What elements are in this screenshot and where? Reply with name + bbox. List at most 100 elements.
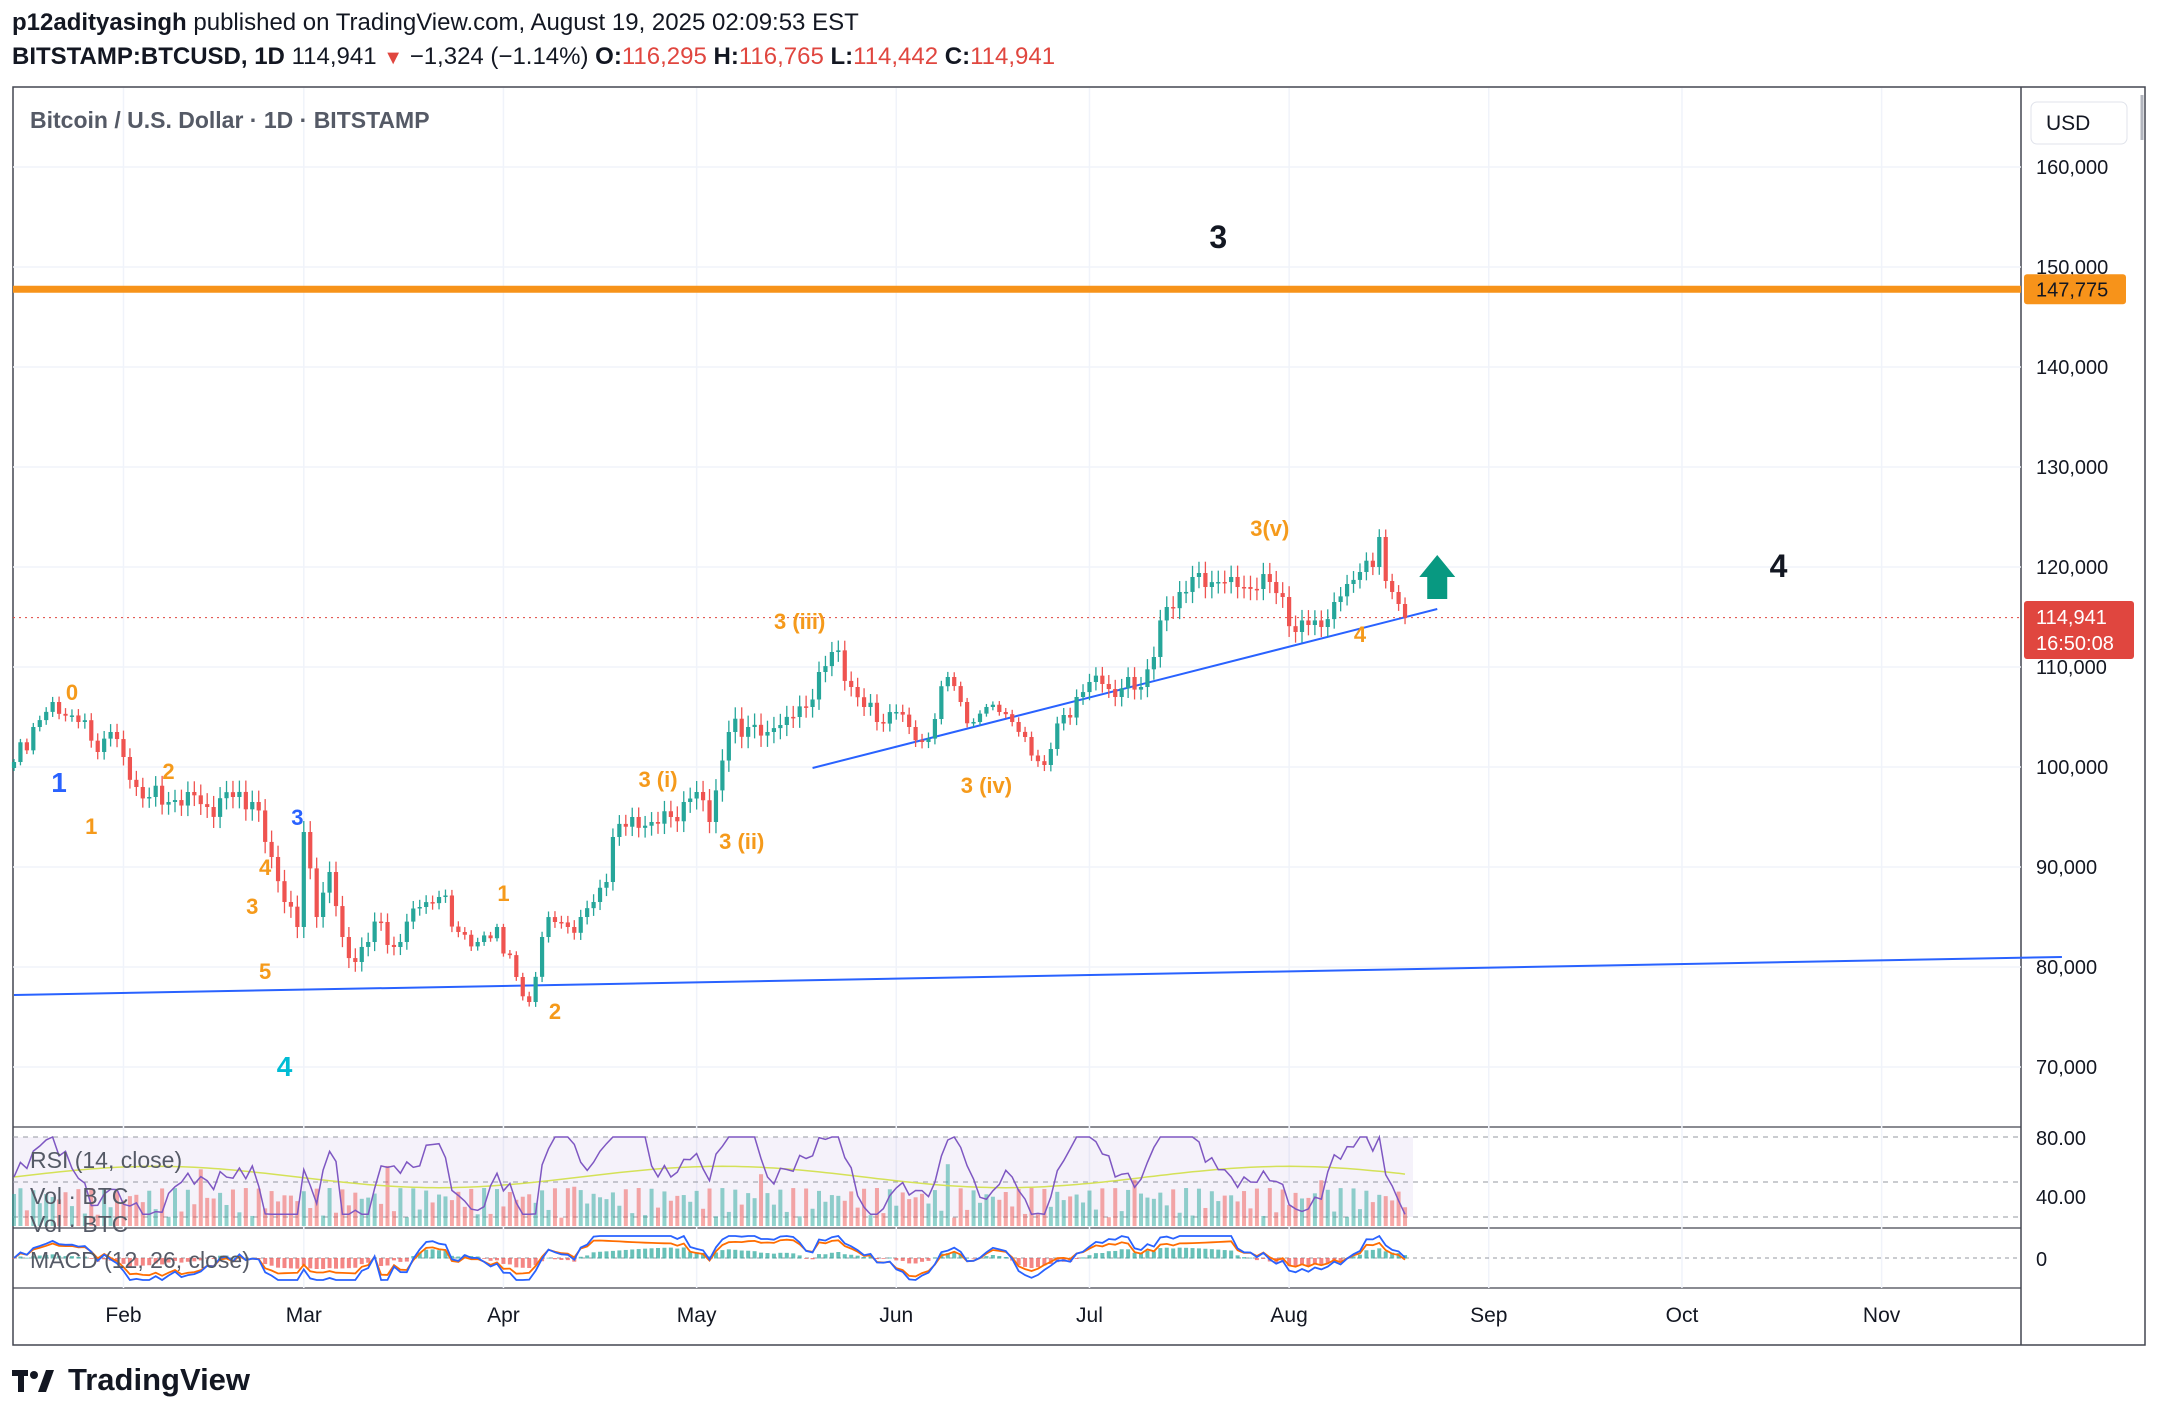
- macd-histogram-bar: [1100, 1253, 1105, 1259]
- candle-body: [1338, 596, 1343, 602]
- wave-label: 3 (ii): [719, 829, 764, 854]
- volume-bar: [1261, 1215, 1266, 1226]
- macd-histogram-bar: [1254, 1258, 1259, 1261]
- macd-histogram-bar: [823, 1254, 828, 1259]
- chart-title: Bitcoin / U.S. Dollar · 1D · BITSTAMP: [30, 107, 430, 133]
- candle-body: [449, 895, 455, 927]
- candle-body: [1022, 731, 1028, 737]
- month-tick-label: Jul: [1076, 1304, 1103, 1327]
- volume-bar: [894, 1205, 899, 1226]
- volume-bar: [301, 1191, 306, 1226]
- macd-histogram-bar: [385, 1258, 390, 1266]
- candle-body: [868, 702, 873, 707]
- volume-bar: [978, 1202, 982, 1226]
- macd-histogram-bar: [1261, 1258, 1266, 1259]
- candle-body: [424, 902, 429, 907]
- candle-body: [172, 800, 178, 802]
- candle-body: [1126, 677, 1131, 689]
- candle-body: [655, 822, 661, 824]
- candle-body: [887, 712, 892, 724]
- volume-bar: [778, 1189, 783, 1226]
- volume-bar: [1171, 1189, 1176, 1226]
- open-label: O:: [595, 43, 622, 70]
- macd-histogram-bar: [263, 1258, 268, 1265]
- macd-histogram-bar: [604, 1251, 609, 1259]
- macd-histogram-bar: [649, 1248, 654, 1259]
- macd-histogram-bar: [533, 1258, 538, 1266]
- candle-body: [102, 738, 107, 752]
- volume-bar: [572, 1186, 577, 1226]
- candle-body: [842, 650, 847, 681]
- volume-bar: [1087, 1190, 1092, 1226]
- macd-histogram-bar: [449, 1255, 454, 1259]
- candle-body: [1344, 584, 1350, 597]
- macd-histogram-bar: [443, 1250, 448, 1259]
- candle-body: [649, 822, 654, 826]
- candle-body: [1106, 684, 1111, 690]
- macd-histogram-bar: [1087, 1255, 1092, 1259]
- footer: TradingView: [12, 1362, 250, 1398]
- macd-histogram-bar: [630, 1249, 635, 1259]
- macd-histogram-bar: [1113, 1250, 1118, 1259]
- rsi-tick-80: 80.00: [2036, 1128, 2086, 1150]
- candle-body: [932, 719, 938, 739]
- candle-body: [462, 932, 467, 935]
- volume-bar: [643, 1215, 648, 1226]
- candle-body: [308, 832, 313, 869]
- volume-bar: [205, 1197, 210, 1226]
- volume-bar: [82, 1213, 87, 1226]
- volume-bar: [971, 1190, 976, 1226]
- month-tick-label: Sep: [1470, 1304, 1507, 1327]
- volume-bar: [1139, 1193, 1143, 1226]
- macd-line: [13, 1234, 1406, 1282]
- volume-bar: [379, 1203, 384, 1226]
- resistance-price-label: 147,775: [2036, 279, 2108, 301]
- macd-histogram-bar: [327, 1258, 332, 1269]
- wave-label: 2: [162, 759, 174, 784]
- volume-bar: [256, 1188, 261, 1226]
- candle-body: [591, 902, 596, 909]
- volume-bar: [514, 1199, 519, 1226]
- candle-body: [778, 725, 783, 729]
- volume-bar: [1132, 1179, 1137, 1226]
- macd-histogram-bar: [514, 1258, 519, 1268]
- candle-body: [1074, 697, 1079, 718]
- volume-bar: [1048, 1206, 1053, 1226]
- candle-body: [1042, 761, 1047, 765]
- macd-histogram-bar: [829, 1252, 834, 1259]
- candle-body: [1119, 688, 1124, 697]
- macd-histogram-bar: [153, 1258, 158, 1264]
- macd-histogram-bar: [1190, 1248, 1195, 1259]
- macd-histogram-bar: [1106, 1251, 1111, 1259]
- volume-bar: [501, 1206, 506, 1226]
- macd-histogram-bar: [173, 1258, 177, 1261]
- candle-body: [1287, 597, 1292, 627]
- candle-body: [1190, 577, 1195, 592]
- currency-button[interactable]: [2030, 101, 2128, 145]
- volume-bar: [314, 1188, 319, 1226]
- candle-body: [771, 728, 777, 732]
- candle-body: [552, 917, 558, 922]
- candle-body: [900, 712, 905, 715]
- candle-body: [527, 996, 532, 1002]
- candle-body: [398, 941, 403, 947]
- trendline: [13, 956, 2062, 996]
- macd-histogram-bar: [346, 1258, 351, 1269]
- volume-bar: [759, 1174, 764, 1226]
- volume-bar: [913, 1197, 918, 1226]
- macd-histogram-bar: [984, 1256, 989, 1259]
- candle-body: [1183, 591, 1189, 594]
- author-name[interactable]: p12adityasingh: [12, 9, 187, 36]
- macd-histogram-bar: [887, 1257, 892, 1259]
- macd-histogram-bar: [1016, 1258, 1021, 1266]
- volume-label: Vol · BTC: [30, 1183, 128, 1209]
- macd-histogram-bar: [391, 1258, 396, 1261]
- candle-body: [1241, 586, 1247, 589]
- candle-body: [623, 823, 628, 827]
- candle-body: [250, 802, 255, 810]
- volume-bar: [18, 1188, 23, 1226]
- macd-histogram-bar: [1196, 1248, 1201, 1259]
- candle-body: [1383, 537, 1388, 581]
- volume-bar: [752, 1198, 757, 1226]
